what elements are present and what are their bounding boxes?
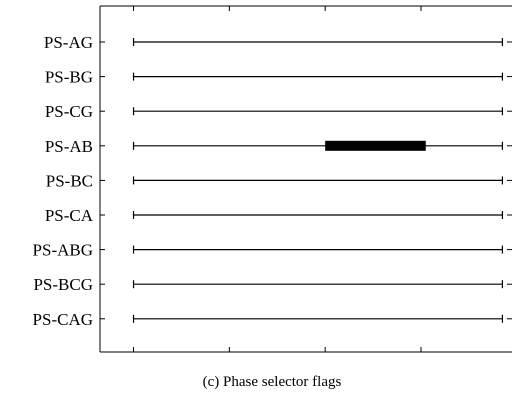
y-tick-label: PS-CA: [45, 206, 94, 225]
active-flag-bar: [325, 140, 426, 151]
y-tick-label: PS-BG: [45, 68, 93, 87]
y-tick-label: PS-CAG: [33, 310, 93, 329]
y-tick-label: PS-BC: [46, 171, 93, 190]
figure-caption: (c) Phase selector flags: [203, 374, 342, 390]
y-tick-label: PS-AB: [45, 137, 93, 156]
y-tick-label: PS-CG: [45, 102, 93, 121]
y-tick-label: PS-AG: [44, 33, 93, 52]
y-tick-label: PS-BCG: [33, 275, 93, 294]
y-tick-label: PS-ABG: [33, 241, 93, 260]
